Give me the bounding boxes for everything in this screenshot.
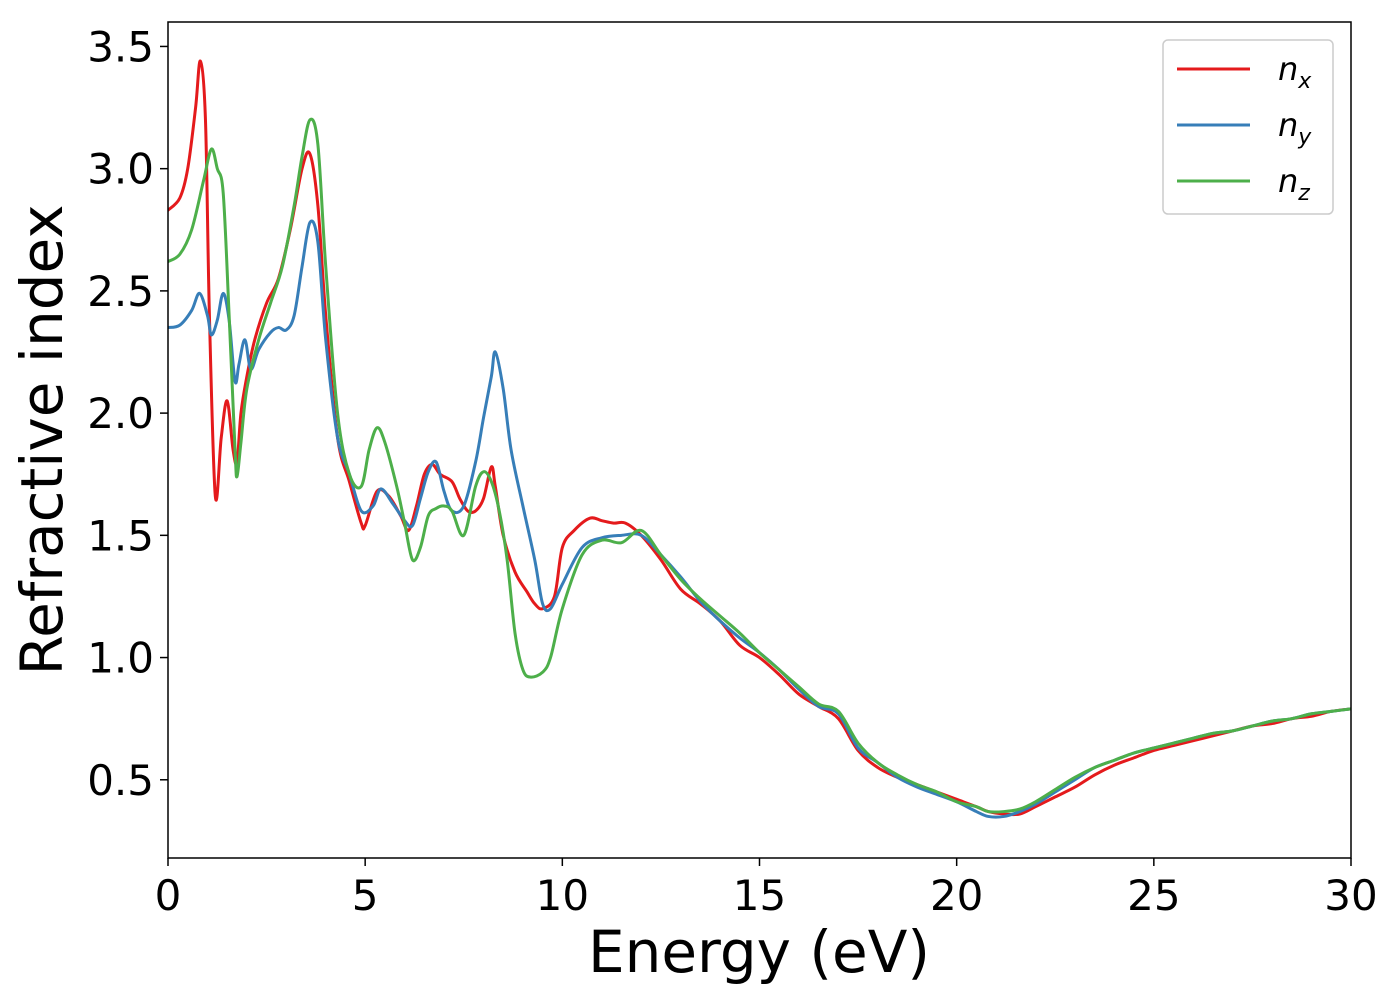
x-tick-label: 25 [1127, 871, 1180, 920]
y-tick-label: 2.0 [87, 389, 154, 438]
series-line-n-z [168, 117, 1351, 814]
y-tick-label: 1.5 [87, 511, 154, 560]
x-tick-label: 15 [733, 871, 786, 920]
y-axis-title: Refractive index [8, 204, 76, 675]
legend-box [1162, 39, 1334, 215]
x-tick-label: 5 [352, 871, 379, 920]
x-tick-label: 30 [1324, 871, 1377, 920]
series-line-n-y [168, 219, 1351, 819]
x-tick-label: 20 [930, 871, 983, 920]
x-tick-label: 0 [155, 871, 182, 920]
y-tick-label: 3.5 [87, 22, 154, 71]
x-axis-ticks: 0 5 10 15 20 25 30 [155, 858, 1378, 920]
series-layer [168, 59, 1351, 819]
series-line-n-x [168, 59, 1351, 817]
y-tick-label: 1.0 [87, 634, 154, 683]
y-tick-label: 0.5 [87, 756, 154, 805]
y-axis-ticks: 0.5 1.0 1.5 2.0 2.5 3.0 3.5 [87, 22, 168, 805]
y-tick-label: 2.5 [87, 267, 154, 316]
x-axis-title: Energy (eV) [588, 918, 930, 986]
y-tick-label: 3.0 [87, 145, 154, 194]
legend-label-z: nz [1278, 162, 1310, 206]
x-tick-label: 10 [536, 871, 589, 920]
